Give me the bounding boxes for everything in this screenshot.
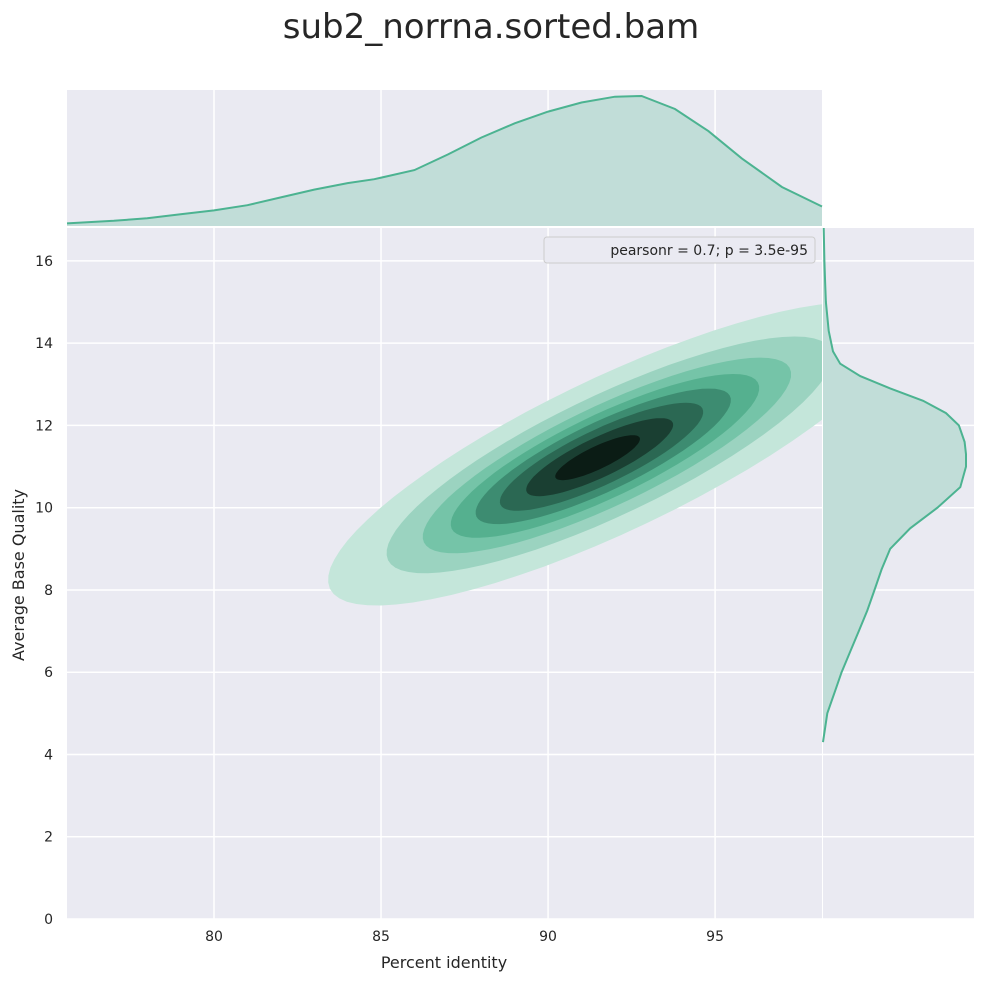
top-marginal-fill xyxy=(67,96,822,226)
y-tick-label: 16 xyxy=(35,254,53,270)
right-marginal-line xyxy=(822,227,967,743)
top-marginal-line xyxy=(66,94,823,225)
y-tick-label: 6 xyxy=(44,665,53,681)
legend-text: pearsonr = 0.7; p = 3.5e-95 xyxy=(610,243,808,259)
x-tick-label: 85 xyxy=(372,929,390,945)
chart-title: sub2_norrna.sorted.bam xyxy=(283,7,699,47)
right-marginal-fill xyxy=(823,228,966,743)
y-tick-label: 14 xyxy=(35,336,53,352)
y-tick-label: 10 xyxy=(35,501,53,517)
kde-contour-level-8 xyxy=(555,435,640,481)
y-tick-label: 12 xyxy=(35,418,53,434)
legend-box xyxy=(543,236,816,264)
y-tick-label: 2 xyxy=(44,830,53,846)
y-tick-label: 8 xyxy=(44,583,53,599)
y-axis-label: Average Base Quality xyxy=(9,489,28,661)
x-tick-label: 95 xyxy=(706,929,724,945)
kde-contours xyxy=(328,304,822,606)
x-tick-label: 80 xyxy=(205,929,223,945)
axis-ticks: 80 85 90 95 0 2 4 6 8 10 12 14 16 xyxy=(35,254,724,945)
x-tick-label: 90 xyxy=(539,929,557,945)
y-tick-label: 0 xyxy=(44,912,53,928)
top-marginal-panel xyxy=(66,90,823,226)
main-kde-panel xyxy=(67,228,822,920)
right-marginal-panel xyxy=(822,227,974,920)
y-tick-label: 4 xyxy=(44,747,53,763)
legend: pearsonr = 0.7; p = 3.5e-95 xyxy=(543,236,816,264)
x-axis-label: Percent identity xyxy=(381,953,507,972)
